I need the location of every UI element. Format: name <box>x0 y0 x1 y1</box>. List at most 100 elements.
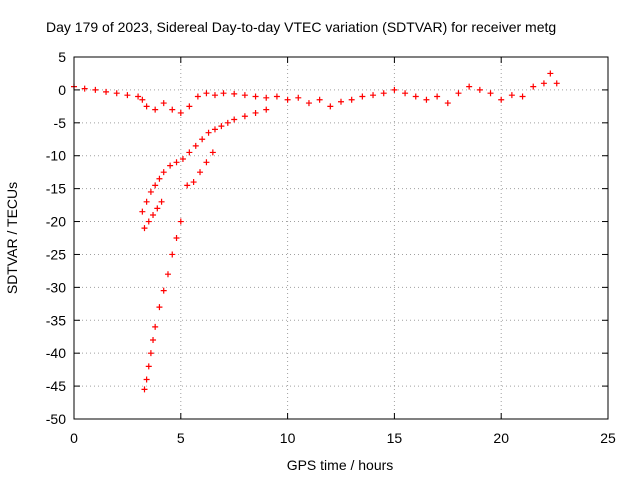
data-point <box>145 218 152 225</box>
data-point <box>103 88 110 95</box>
data-point <box>519 93 526 100</box>
data-point <box>150 337 157 344</box>
data-point <box>145 363 152 370</box>
series-lower-arc <box>139 106 270 215</box>
data-point <box>139 208 146 215</box>
data-point <box>498 96 505 103</box>
x-tick-label: 25 <box>600 430 616 446</box>
data-point <box>173 235 180 241</box>
data-point <box>92 86 99 93</box>
data-point <box>231 90 238 97</box>
data-point <box>143 376 150 383</box>
data-point <box>273 93 280 100</box>
chart-title: Day 179 of 2023, Sidereal Day-to-day VTE… <box>46 19 556 35</box>
data-point <box>143 103 150 110</box>
data-point <box>476 86 483 93</box>
y-tick-label: -50 <box>46 411 66 427</box>
data-point <box>412 93 419 100</box>
data-point <box>540 80 547 87</box>
data-point <box>487 90 494 97</box>
data-point <box>139 96 146 103</box>
data-point <box>160 169 167 176</box>
data-point <box>231 116 238 123</box>
y-tick-label: -45 <box>46 378 66 394</box>
data-point <box>338 98 344 105</box>
y-tick-label: -15 <box>46 181 66 197</box>
data-point <box>508 92 515 99</box>
data-point <box>199 136 206 143</box>
y-axis-label: SDTVAR / TECUs <box>4 182 20 294</box>
data-point <box>147 350 154 357</box>
y-tick-label: 5 <box>58 49 66 65</box>
y-tick-label: -35 <box>46 312 66 328</box>
data-point <box>380 90 387 97</box>
y-tick-label: -40 <box>46 345 66 361</box>
data-point <box>150 211 157 218</box>
data-point <box>434 93 441 100</box>
x-tick-label: 0 <box>70 430 78 446</box>
data-point <box>241 113 248 120</box>
data-point <box>186 149 193 156</box>
x-tick-label: 5 <box>177 430 185 446</box>
y-tick-label: -5 <box>54 115 67 131</box>
data-point <box>152 182 159 189</box>
series-steep-band <box>141 218 184 393</box>
data-point <box>203 90 210 97</box>
x-axis-label: GPS time / hours <box>287 457 394 473</box>
data-point <box>192 142 199 149</box>
data-point <box>391 86 398 93</box>
data-point <box>169 251 176 258</box>
data-point <box>241 92 248 99</box>
data-point <box>156 304 163 311</box>
data-point <box>135 93 142 100</box>
data-point <box>124 92 131 99</box>
data-point <box>177 109 184 116</box>
data-point <box>152 323 159 330</box>
data-point <box>167 162 174 169</box>
data-point <box>220 90 227 97</box>
data-point <box>141 386 148 393</box>
y-tick-label: -10 <box>46 148 66 164</box>
axis-ticks: 0 5 10 15 20 25 5 0 -5 -10 -15 -20 -25 -30 -35 -40 -45 -5… <box>46 49 616 446</box>
data-point <box>184 182 191 189</box>
data-point <box>158 198 165 205</box>
data-point <box>348 96 355 103</box>
data-point <box>141 225 148 232</box>
data-point <box>252 93 259 100</box>
data-point <box>179 156 186 163</box>
data-point <box>197 169 204 176</box>
data-point <box>211 92 218 99</box>
data-point <box>224 119 231 126</box>
data-point <box>143 198 150 205</box>
data-point <box>444 100 451 107</box>
data-point <box>547 70 554 77</box>
grid-lines <box>74 57 608 419</box>
data-point <box>211 126 218 133</box>
data-point <box>177 218 184 225</box>
data-point <box>359 93 366 100</box>
y-tick-label: -25 <box>46 246 66 262</box>
data-point <box>209 149 216 156</box>
data-point <box>152 106 159 113</box>
series-mid-band-b <box>184 149 216 189</box>
data-point <box>81 85 88 92</box>
y-tick-label: -30 <box>46 279 66 295</box>
data-point <box>316 96 323 103</box>
x-tick-label: 10 <box>280 430 296 446</box>
x-tick-label: 15 <box>387 430 403 446</box>
data-point <box>147 188 154 195</box>
data-point <box>455 90 462 97</box>
data-point <box>160 287 167 294</box>
data-point <box>295 94 302 101</box>
series-mid-band-a <box>141 198 165 232</box>
data-point <box>190 179 197 186</box>
data-points <box>71 70 560 393</box>
data-point <box>205 129 212 136</box>
data-point <box>263 94 270 101</box>
data-point <box>370 92 377 99</box>
data-point <box>169 106 176 113</box>
data-point <box>402 90 409 97</box>
data-point <box>466 83 473 90</box>
